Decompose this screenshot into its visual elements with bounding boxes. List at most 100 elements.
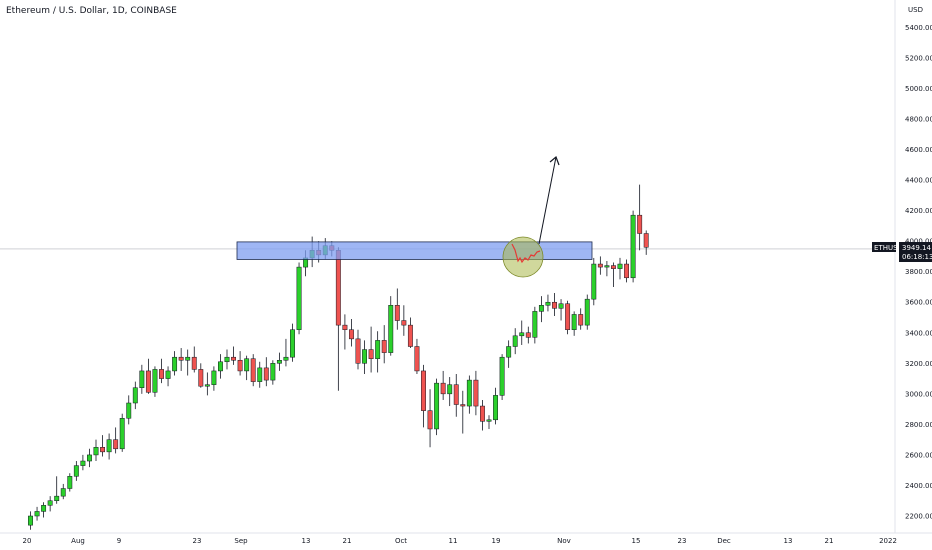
candle: [466, 375, 472, 414]
candle-body: [355, 338, 361, 364]
time-tick-label: 21: [343, 537, 352, 545]
candle: [460, 390, 466, 434]
projection-arrow[interactable]: [538, 155, 560, 245]
candle: [499, 354, 505, 400]
candle: [191, 346, 197, 373]
candle-body: [473, 379, 479, 407]
candle-body: [591, 263, 597, 300]
candle-body: [204, 384, 210, 387]
candle-body: [145, 370, 151, 393]
candle: [263, 357, 269, 387]
price-tick-label: 2600.00: [905, 451, 932, 459]
candle-body: [604, 265, 610, 268]
candle-body: [28, 515, 33, 526]
currency-label: USD: [908, 6, 923, 14]
candle: [611, 262, 616, 287]
candle-body: [421, 370, 426, 411]
candle-body: [172, 356, 178, 372]
time-tick-label: 20: [23, 537, 32, 545]
candle-body: [617, 263, 623, 269]
candle: [643, 230, 649, 255]
candle-body: [624, 263, 629, 279]
candle-body: [211, 370, 217, 385]
candle-body: [257, 367, 263, 382]
price-tick-label: 5000.00: [905, 85, 932, 93]
candle-body: [401, 320, 407, 326]
time-tick-label: 21: [825, 537, 834, 545]
price-axis[interactable]: 5400.00 5200.00 5000.00 4800.00 4600.00 4400.…: [905, 24, 932, 521]
candle-body: [218, 361, 223, 372]
time-tick-label: 19: [492, 537, 501, 545]
candle: [87, 448, 92, 468]
candle: [617, 257, 623, 280]
price-tick-label: 3000.00: [905, 390, 932, 398]
price-tick-label: 2800.00: [905, 421, 932, 429]
candle-body: [119, 418, 125, 450]
candle-body: [440, 382, 446, 395]
candle: [244, 355, 250, 381]
candle-body: [597, 263, 603, 268]
candle-body: [545, 301, 551, 306]
candle-body: [578, 314, 584, 326]
candle-body: [244, 358, 250, 372]
candle: [565, 300, 571, 335]
candle: [434, 378, 440, 436]
candle-body: [231, 356, 237, 361]
candle-body: [630, 214, 636, 279]
candle-body: [126, 402, 132, 419]
price-tick-label: 3800.00: [905, 268, 932, 276]
candle-body: [466, 379, 472, 407]
candle-body: [87, 454, 92, 462]
countdown: 06:18:13: [902, 253, 932, 261]
candle-body: [159, 369, 164, 379]
candle-body: [54, 495, 60, 501]
price-tick-label: 4600.00: [905, 146, 932, 154]
candle-body: [80, 460, 86, 466]
candle: [283, 338, 289, 367]
candle: [368, 326, 374, 373]
candle: [355, 329, 361, 370]
time-tick-label: Nov: [557, 537, 571, 545]
candle-body: [335, 250, 341, 326]
time-axis[interactable]: 20 Aug 9 23 Sep 13 21 Oct 11 19 Nov 15 23 Dec 13 21 2022: [23, 537, 897, 545]
candle-body: [499, 356, 505, 396]
candle: [100, 435, 105, 457]
time-tick-label: 23: [193, 537, 202, 545]
candle: [335, 247, 341, 391]
time-tick-label: 9: [117, 537, 121, 545]
candle: [139, 364, 145, 394]
price-tick-label: 4800.00: [905, 115, 932, 123]
candle-body: [486, 419, 492, 422]
candle-body: [565, 303, 571, 330]
candle-body: [362, 349, 368, 364]
candle-body: [191, 356, 197, 370]
candle: [47, 496, 53, 512]
candle-body: [480, 405, 485, 422]
candle-body: [558, 303, 564, 309]
candle: [597, 256, 603, 275]
candle: [414, 338, 420, 374]
price-tick-label: 4400.00: [905, 177, 932, 185]
candle: [270, 360, 276, 385]
price-tick-label: 5400.00: [905, 24, 932, 32]
candle: [493, 387, 499, 425]
price-tick-label: 4200.00: [905, 207, 932, 215]
time-tick-label: 15: [632, 537, 641, 545]
candle: [165, 366, 171, 387]
time-tick-label: Aug: [71, 537, 85, 545]
highlight-circle[interactable]: [502, 236, 544, 278]
candle-body: [198, 369, 204, 387]
candle-body: [132, 387, 138, 404]
candle-body: [283, 356, 289, 361]
candle-body: [637, 214, 643, 234]
candle: [60, 483, 66, 500]
candle: [224, 349, 230, 370]
time-tick-label: 13: [784, 537, 793, 545]
candle: [447, 377, 453, 407]
price-tick-label: 4000.00: [905, 238, 932, 246]
candle: [204, 372, 210, 396]
candle: [250, 354, 256, 387]
candle-body: [388, 305, 394, 353]
candle: [506, 340, 512, 368]
